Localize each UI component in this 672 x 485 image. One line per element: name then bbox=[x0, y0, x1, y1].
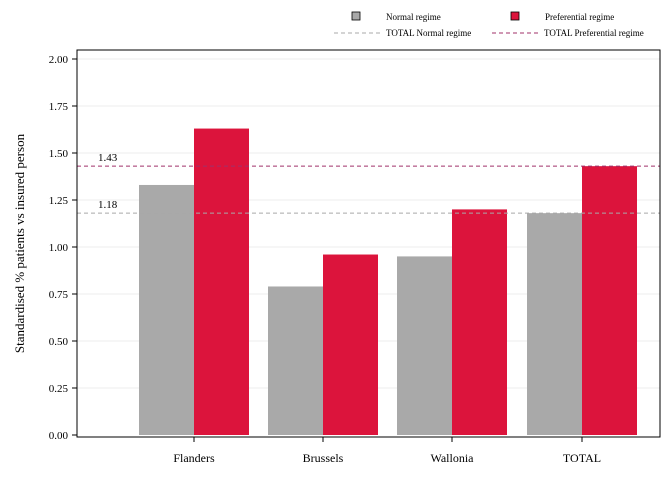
y-tick-label: 0.50 bbox=[49, 336, 69, 348]
x-axis: Flanders Brussels Wallonia TOTAL bbox=[173, 437, 601, 465]
reference-line-label: 1.18 bbox=[98, 199, 118, 211]
x-tick-label: Wallonia bbox=[430, 451, 474, 465]
legend-swatch bbox=[351, 11, 361, 21]
bar-normal-wallonia bbox=[397, 256, 452, 435]
y-tick-label: 2.00 bbox=[49, 54, 69, 66]
x-tick-label: Brussels bbox=[303, 451, 344, 465]
bar-normal-total bbox=[527, 213, 582, 435]
bar-preferential-brussels bbox=[323, 254, 378, 435]
reference-line-label: 1.43 bbox=[98, 152, 118, 164]
y-tick-label: 1.50 bbox=[49, 148, 69, 160]
legend-swatch bbox=[510, 11, 520, 21]
y-axis-label: Standardised % patients vs insured perso… bbox=[12, 133, 27, 353]
y-tick-label: 0.00 bbox=[49, 430, 69, 442]
legend: Normal regime Preferential regime TOTAL No… bbox=[334, 11, 644, 38]
y-tick-label: 1.25 bbox=[49, 195, 69, 207]
legend-label: Normal regime bbox=[386, 12, 441, 22]
y-axis: 0.00 0.25 0.50 0.75 1.00 1.25 1.50 1.75 2.00 bbox=[49, 54, 77, 442]
y-tick-label: 0.25 bbox=[49, 383, 69, 395]
bar-normal-flanders bbox=[139, 184, 194, 435]
y-tick-label: 1.00 bbox=[49, 242, 69, 254]
bar-preferential-total bbox=[582, 166, 637, 435]
legend-label: TOTAL Preferential regime bbox=[544, 28, 644, 38]
y-tick-label: 1.75 bbox=[49, 101, 69, 113]
bar-preferential-wallonia bbox=[452, 209, 507, 435]
legend-label: Preferential regime bbox=[545, 12, 614, 22]
plot-frame bbox=[76, 49, 661, 438]
bar-preferential-flanders bbox=[194, 128, 249, 435]
bar-normal-brussels bbox=[268, 286, 323, 435]
x-tick-label: TOTAL bbox=[563, 451, 601, 465]
x-tick-label: Flanders bbox=[173, 451, 215, 465]
reference-lines: 1.18 1.43 bbox=[77, 152, 660, 214]
y-tick-label: 0.75 bbox=[49, 289, 69, 301]
bars bbox=[139, 128, 637, 435]
legend-label: TOTAL Normal regime bbox=[386, 28, 471, 38]
